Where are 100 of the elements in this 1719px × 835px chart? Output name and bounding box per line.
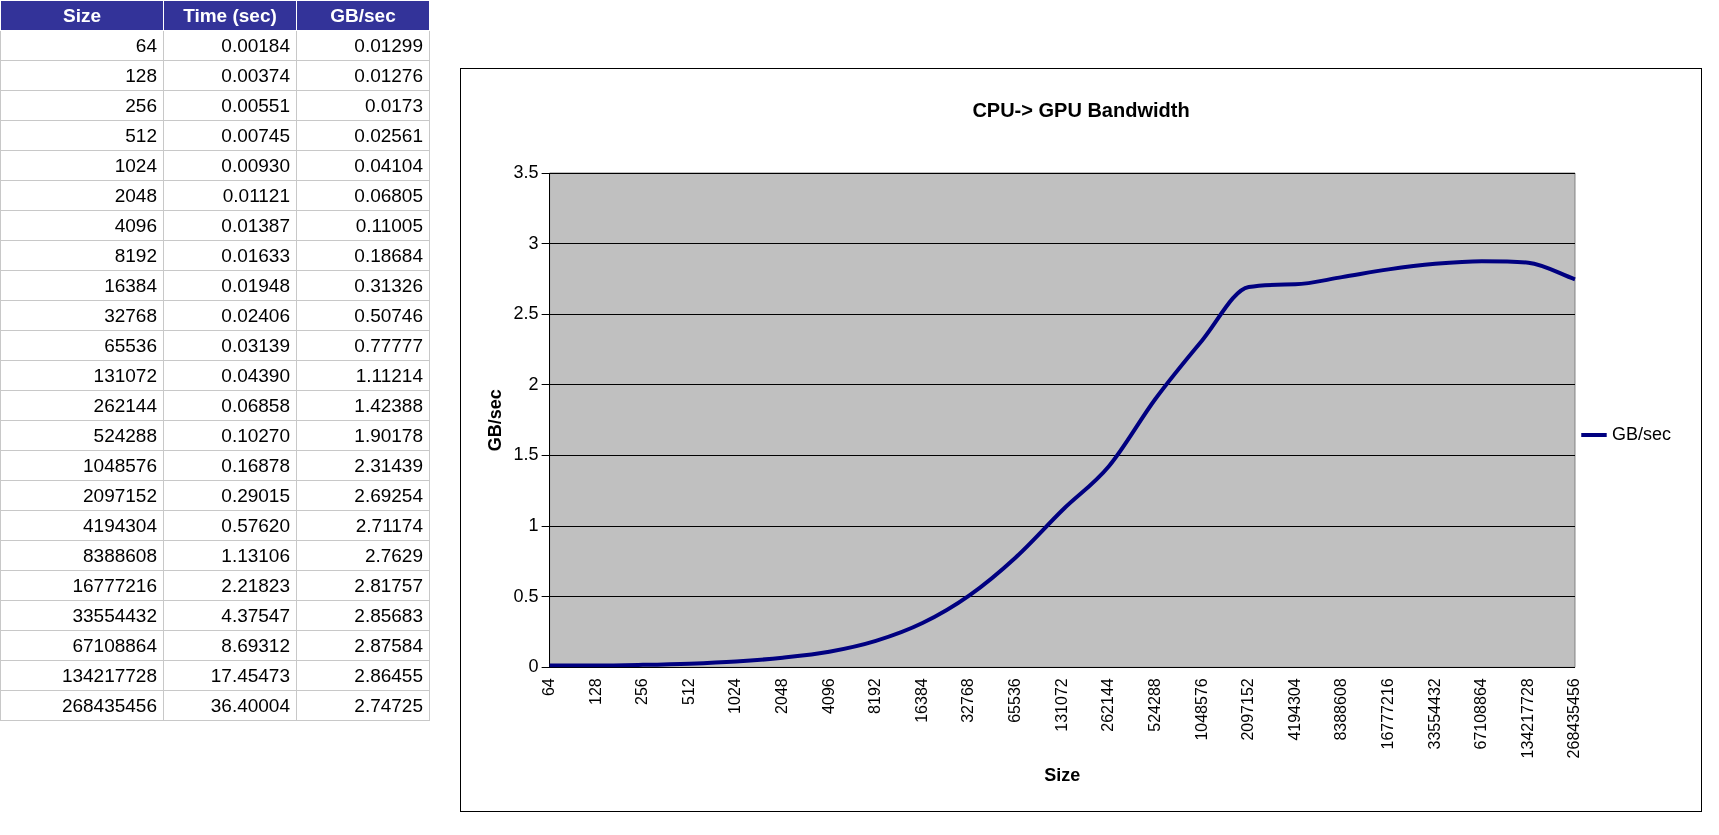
data-label: 4.37547 [163,600,297,631]
data-label: 1.11214 [296,360,430,391]
category-label: 512 [0,120,164,151]
x-tick-label: 8192 [866,678,884,714]
data-label: 0.03139 [163,330,297,361]
category-label: 4194304 [0,510,164,541]
data-label: 8.69312 [163,630,297,661]
data-label: 1.42388 [296,390,430,421]
data-label: 17.45473 [163,660,297,691]
category-label: 4096 [0,210,164,241]
data-label: 0.02406 [163,300,297,331]
x-tick-label: 131072 [1052,678,1070,732]
data-label: 2.21823 [163,570,297,601]
data-label: 0.01276 [296,60,430,91]
data-label: 0.01948 [163,270,297,301]
data-label: 0.29015 [163,480,297,511]
data-label: 0.31326 [296,270,430,301]
data-label: 0.18684 [296,240,430,271]
data-label: 0.00745 [163,120,297,151]
category-label: 64 [0,30,164,61]
x-tick-label: 8388608 [1332,678,1350,741]
data-label: 0.04104 [296,150,430,181]
category-label: 1048576 [0,450,164,481]
category-label: 131072 [0,360,164,391]
data-label: 0.01387 [163,210,297,241]
data-label: 2.31439 [296,450,430,481]
category-label: 65536 [0,330,164,361]
x-tick-label: 128 [586,678,604,706]
data-label: 1.13106 [163,540,297,571]
y-tick-label: 0.5 [513,585,539,606]
category-label: 8388608 [0,540,164,571]
data-label: 0.02561 [296,120,430,151]
x-tick-label: 4194304 [1285,678,1303,741]
data-label: 2.69254 [296,480,430,511]
chart-title: CPU-> GPU Bandwidth [972,98,1190,121]
y-tick-label: 1 [528,515,539,536]
category-label: 128 [0,60,164,91]
y-tick-label: 3.5 [513,161,539,182]
x-tick-label: 1024 [726,678,744,714]
text: GB/sec [296,0,430,31]
x-tick-label: 134217728 [1518,678,1536,759]
category-label: 16384 [0,270,164,301]
data-label: 0.77777 [296,330,430,361]
data-label: 0.06805 [296,180,430,211]
x-axis-title: Size [1044,765,1081,786]
x-tick-label: 2097152 [1239,678,1257,741]
category-label: 256 [0,90,164,121]
category-label: 524288 [0,420,164,451]
data-label: 1.90178 [296,420,430,451]
data-label: 0.01121 [163,180,297,211]
data-label: 0.11005 [296,210,430,241]
x-tick-label: 16777216 [1378,678,1396,750]
data-label: 0.10270 [163,420,297,451]
y-tick-label: 1.5 [513,444,539,465]
data-label: 0.16878 [163,450,297,481]
data-label: 0.00374 [163,60,297,91]
data-label: 2.71174 [296,510,430,541]
category-label: 8192 [0,240,164,271]
x-tick-label: 33554432 [1425,678,1443,750]
data-label: 0.00551 [163,90,297,121]
x-tick-label: 524288 [1145,678,1163,732]
category-label: 2048 [0,180,164,211]
data-label: 2.87584 [296,630,430,661]
data-label: 36.40004 [163,690,297,721]
data-label: 2.81757 [296,570,430,601]
text: Size [0,0,164,31]
y-axis-title: GB/sec [484,389,505,452]
category-label: 2097152 [0,480,164,511]
data-label: 0.50746 [296,300,430,331]
data-label: 0.00184 [163,30,297,61]
y-tick-label: 2.5 [513,303,539,324]
x-tick-label: 64 [540,678,558,697]
y-tick-label: 2 [528,373,539,394]
data-label: 2.74725 [296,690,430,721]
x-tick-label: 4096 [819,678,837,714]
data-label: 0.06858 [163,390,297,421]
x-tick-label: 268435456 [1565,678,1583,759]
category-label: 32768 [0,300,164,331]
data-label: 0.01633 [163,240,297,271]
category-label: 33554432 [0,600,164,631]
data-label: 2.86455 [296,660,430,691]
y-tick-label: 3 [528,232,539,253]
category-label: 67108864 [0,630,164,661]
data-label: 0.57620 [163,510,297,541]
data-label: 0.00930 [163,150,297,181]
x-tick-label: 256 [633,678,651,706]
legend-label: GB/sec [1611,423,1672,444]
data-label: 0.0173 [296,90,430,121]
x-tick-label: 512 [679,678,697,706]
x-tick-label: 65536 [1006,678,1024,723]
x-tick-label: 16384 [912,678,930,723]
x-tick-label: 262144 [1099,678,1117,732]
data-label: 2.7629 [296,540,430,571]
category-label: 1024 [0,150,164,181]
x-tick-label: 1048576 [1192,678,1210,741]
x-tick-label: 32768 [959,678,977,723]
category-label: 16777216 [0,570,164,601]
data-label: 2.85683 [296,600,430,631]
text: Time (sec) [163,0,297,31]
x-tick-label: 2048 [773,678,791,714]
